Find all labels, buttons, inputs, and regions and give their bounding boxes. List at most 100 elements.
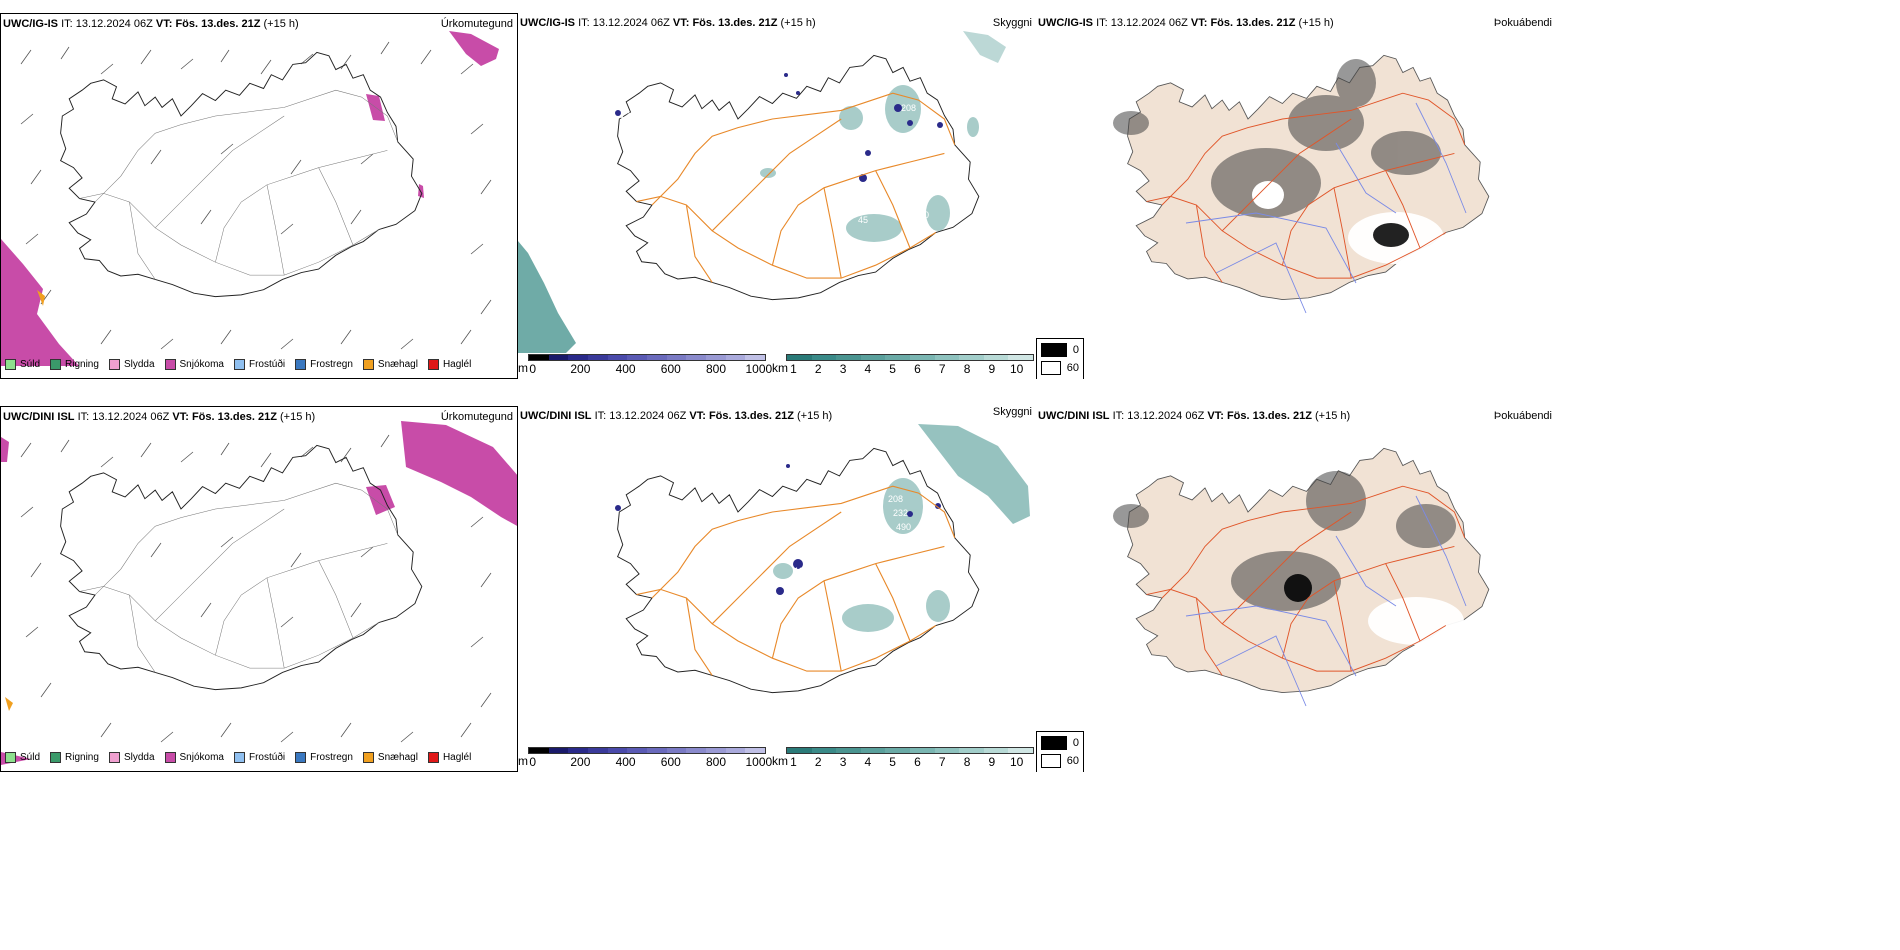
panel-title: UWC/IG-IS IT: 13.12.2024 06Z VT: Fös. 13…	[3, 18, 299, 30]
scale-tick: 2	[814, 362, 822, 376]
legend-item: Snæhagl	[362, 752, 418, 763]
legend-item: Súld	[5, 359, 40, 370]
legend-item: Snjókoma	[164, 359, 224, 370]
ceiling-scale: m 0 200 400 600 800 1000	[518, 747, 772, 769]
ceiling-unit: m	[518, 754, 528, 768]
precip-legend: Súld Rigning Slydda Snjókoma Frostúði Fr…	[5, 752, 471, 763]
scale-tick: 600	[660, 755, 681, 769]
scale-tick: 8	[963, 755, 971, 769]
legend-swatch	[108, 752, 120, 763]
scale-tick: 200	[570, 755, 591, 769]
legend-item: Slydda	[108, 752, 155, 763]
legend-swatch	[362, 752, 374, 763]
legend-swatch	[50, 752, 62, 763]
cloud-map-top: 208 160 45 260 13	[518, 31, 1006, 353]
scale-tick: 3	[839, 755, 847, 769]
scale-tick: 8	[963, 362, 971, 376]
scale-tick: 400	[615, 755, 636, 769]
cloud-label: 208	[901, 103, 916, 113]
legend-swatch	[233, 359, 245, 370]
panel-title: UWC/IG-IS IT: 13.12.2024 06Z VT: Fös. 13…	[520, 17, 816, 29]
legend-item: Frostregn	[295, 752, 353, 763]
fog-panel-top: UWC/IG-IS IT: 13.12.2024 06Z VT: Fös. 13…	[1036, 13, 1556, 379]
scale-tick: 800	[706, 755, 727, 769]
legend-item: Frostúði	[233, 752, 285, 763]
scale-tick: 6	[914, 755, 921, 769]
precip-map-top	[1, 31, 499, 366]
fog-legend-row: 60	[1041, 361, 1079, 375]
scale-tick: 3	[839, 362, 847, 376]
scale-tick: 600	[660, 362, 681, 376]
scale-tick: 1	[790, 755, 797, 769]
scale-tick: 1000	[745, 362, 773, 376]
cloud-label: 13	[620, 110, 630, 120]
scale-tick: 5	[889, 755, 896, 769]
legend-swatch	[5, 752, 16, 763]
cloud-label: 490	[896, 522, 911, 532]
scale-tick: 2	[814, 755, 822, 769]
precip-legend: Súld Rigning Slydda Snjókoma Frostúði Fr…	[5, 359, 471, 370]
legend-swatch	[108, 359, 120, 370]
visibility-unit: km	[772, 361, 788, 375]
scale-tick: 4	[864, 362, 872, 376]
legend-swatch	[295, 752, 307, 763]
legend-item: Frostregn	[295, 359, 353, 370]
scale-tick: 400	[615, 362, 636, 376]
cloud-panel-top: 208 160 45 260 13 UWC/IG-IS IT: 13.12.20…	[518, 13, 1036, 379]
panel-title: UWC/DINI ISL IT: 13.12.2024 06Z VT: Fös.…	[3, 411, 316, 423]
legend-swatch	[362, 359, 374, 370]
scale-tick: 5	[889, 362, 896, 376]
cloud-label: 232	[893, 508, 908, 518]
visibility-scale: km 1 2 3 4 5 6 7 8 9 10	[772, 354, 1034, 376]
fog-legend: 0 60	[1036, 731, 1084, 772]
legend-item: Rigning	[50, 359, 99, 370]
fog-map-top	[1113, 54, 1490, 314]
panel-type-label: Skyggni	[992, 17, 1032, 29]
fog-legend-row: 0	[1041, 736, 1079, 750]
scale-tick: 1	[790, 362, 797, 376]
scale-tick: 9	[988, 755, 996, 769]
legend-item: Haglél	[427, 359, 471, 370]
legend-item: Haglél	[427, 752, 471, 763]
visibility-scale: km 1 2 3 4 5 6 7 8 9 10	[772, 747, 1034, 769]
legend-item: Frostúði	[233, 359, 285, 370]
cloud-label: 208	[888, 494, 903, 504]
scale-tick: 4	[864, 755, 872, 769]
visibility-unit: km	[772, 754, 788, 768]
precip-panel-top: UWC/IG-IS IT: 13.12.2024 06Z VT: Fös. 13…	[0, 13, 518, 379]
fog-legend: 0 60	[1036, 338, 1084, 379]
ceiling-unit: m	[518, 361, 528, 375]
legend-swatch	[5, 359, 16, 370]
legend-swatch	[427, 752, 439, 763]
legend-item: Snjókoma	[164, 752, 224, 763]
fog-panel-bottom: UWC/DINI ISL IT: 13.12.2024 06Z VT: Fös.…	[1036, 406, 1556, 772]
panel-type-label: Skyggni	[992, 406, 1032, 418]
panel-title: UWC/DINI ISL IT: 13.12.2024 06Z VT: Fös.…	[1038, 410, 1351, 422]
cloud-label: 45	[858, 215, 868, 225]
panel-type-label: Úrkomutegund	[440, 18, 513, 30]
legend-item: Snæhagl	[362, 359, 418, 370]
scale-tick: 0	[529, 755, 537, 769]
cloud-label: 260	[914, 210, 929, 220]
panel-title: UWC/DINI ISL IT: 13.12.2024 06Z VT: Fös.…	[520, 410, 833, 422]
scale-tick: 1000	[745, 755, 773, 769]
scale-tick: 10	[1009, 362, 1024, 376]
cloud-map-bottom: 208 232 490 13	[615, 424, 1030, 694]
fog-legend-row: 0	[1041, 343, 1079, 357]
fog-legend-row: 60	[1041, 754, 1079, 768]
cloud-label: 13	[794, 566, 804, 576]
legend-swatch	[50, 359, 62, 370]
legend-item: Rigning	[50, 752, 99, 763]
legend-item: Súld	[5, 752, 40, 763]
legend-swatch	[164, 752, 176, 763]
legend-swatch	[295, 359, 307, 370]
precip-panel-bottom: UWC/DINI ISL IT: 13.12.2024 06Z VT: Fös.…	[0, 406, 518, 772]
panel-type-label: Úrkomutegund	[440, 411, 513, 423]
scale-tick: 6	[914, 362, 921, 376]
precip-map-bottom	[1, 421, 517, 765]
scale-tick: 10	[1009, 755, 1024, 769]
fog-map-bottom	[1113, 447, 1490, 707]
legend-swatch	[233, 752, 245, 763]
scale-tick: 7	[938, 755, 946, 769]
scale-tick: 0	[529, 362, 537, 376]
